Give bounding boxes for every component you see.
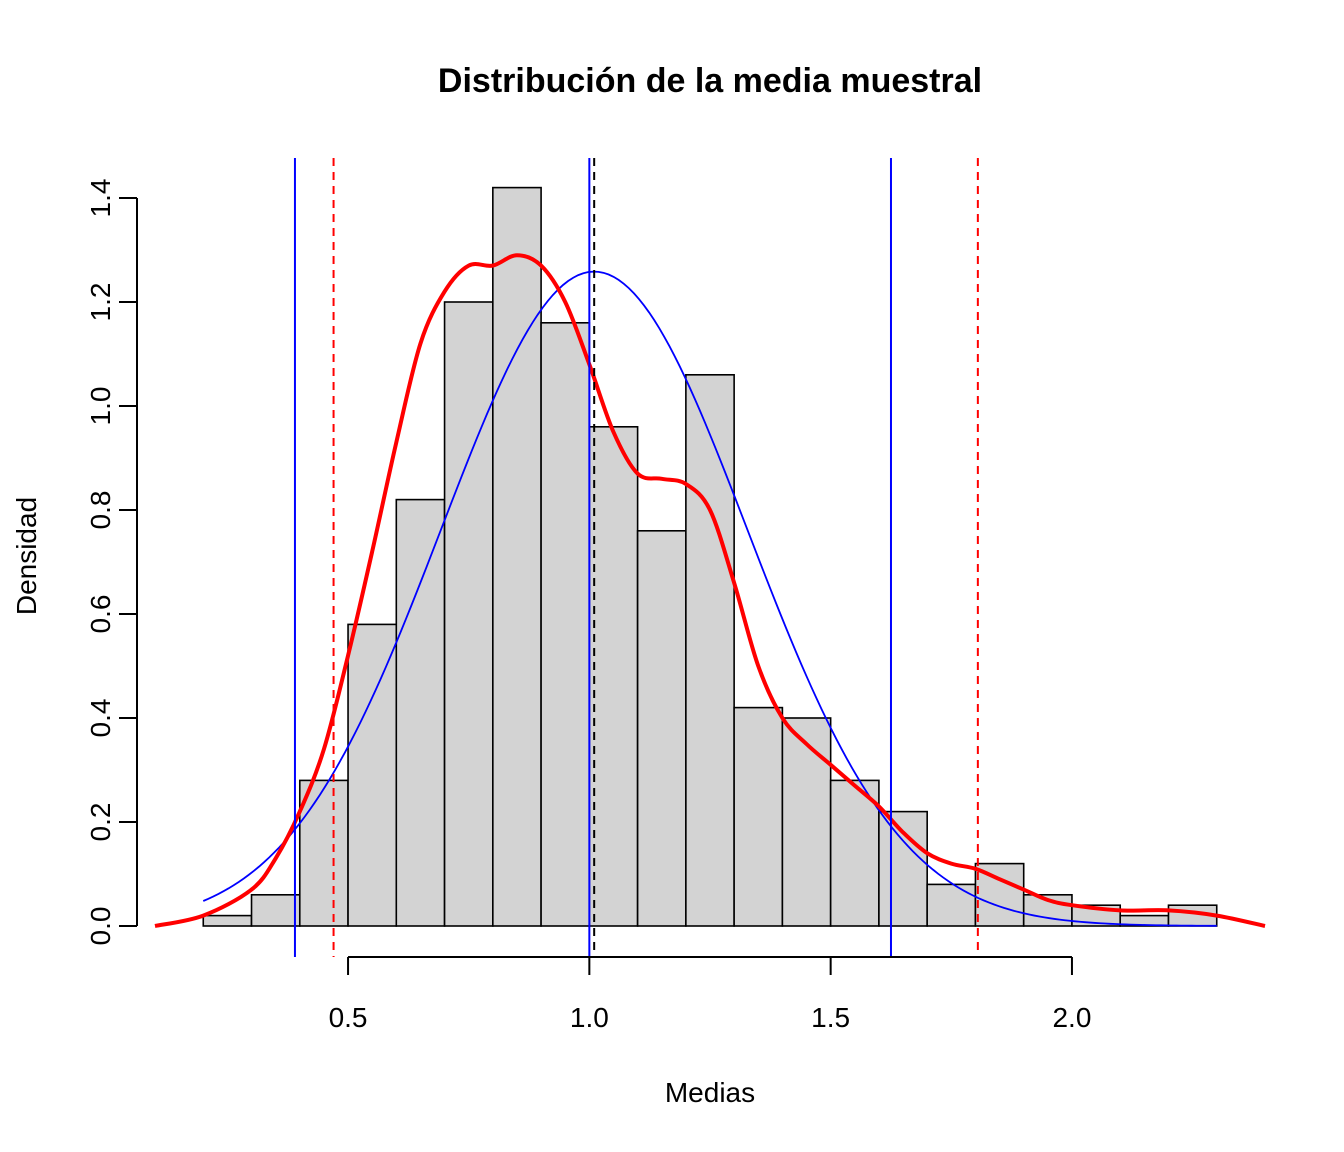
y-tick-label: 0.0 [85,907,116,946]
histogram-bar [685,373,735,927]
y-axis-label: Densidad [11,497,42,615]
histogram-bar [250,893,301,927]
histogram-bar [829,779,880,927]
x-tick-label: 1.0 [570,1002,609,1033]
histogram-bar [878,810,928,927]
y-tick-label: 1.4 [85,179,116,218]
normal-density-curve [202,270,1217,927]
y-tick-label: 0.4 [85,699,116,738]
x-tick-label: 2.0 [1052,1002,1091,1033]
histogram-bar [492,186,542,927]
histogram-bar [347,623,398,927]
y-tick-label: 0.6 [85,595,116,634]
histogram-bar [781,717,832,927]
curves-layer [154,253,1266,928]
x-tick-label: 1.5 [811,1002,850,1033]
histogram-bar [443,301,494,927]
y-tick-label: 1.2 [85,283,116,322]
kernel-density-curve [154,253,1266,928]
histogram-bar [733,706,784,927]
histogram-bar [588,425,639,927]
histogram-bar [202,914,253,927]
histogram-bar [298,779,349,927]
bars-layer [202,186,1218,927]
chart-title: Distribución de la media muestral [438,62,982,100]
histogram-bar [540,321,591,927]
x-tick-label: 0.5 [329,1002,368,1033]
histogram-bar [926,883,977,927]
histogram-bar [395,498,446,927]
y-tick-label: 0.8 [85,491,116,530]
y-tick-label: 0.2 [85,803,116,842]
y-tick-label: 1.0 [85,387,116,426]
x-axis: 0.5 1.0 1.5 2.0 [329,956,1091,1033]
vlines-layer [293,158,979,957]
x-axis-label: Medias [665,1077,755,1108]
histogram-bar [636,529,687,927]
y-axis: 0.0 0.2 0.4 0.6 0.8 1.0 1.2 1.4 [85,179,138,946]
